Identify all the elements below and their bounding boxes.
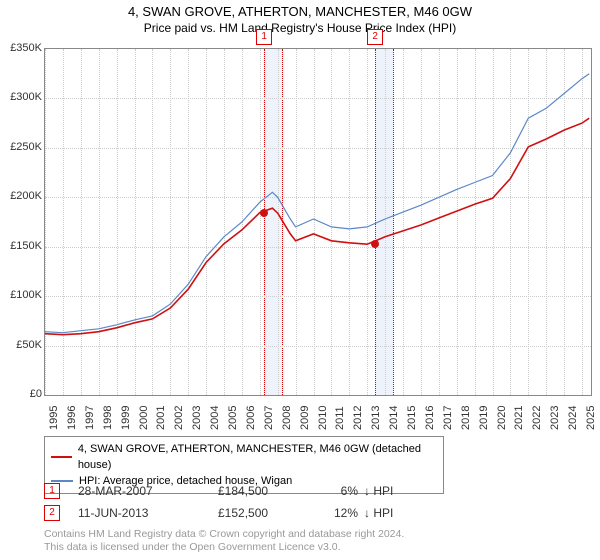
- x-tick-label: 1996: [66, 406, 78, 430]
- sale-row-marker: 1: [44, 483, 60, 499]
- x-tick-label: 2015: [406, 406, 418, 430]
- x-tick-label: 2014: [388, 406, 400, 430]
- x-tick-label: 1995: [48, 406, 60, 430]
- x-tick-label: 1997: [84, 406, 96, 430]
- x-tick-label: 2020: [496, 406, 508, 430]
- sale-direction: ↓ HPI: [358, 506, 408, 520]
- sale-price: £184,500: [218, 484, 318, 498]
- x-tick-label: 2016: [424, 406, 436, 430]
- y-tick-label: £200K: [10, 190, 42, 202]
- footer-line1: Contains HM Land Registry data © Crown c…: [44, 528, 404, 541]
- chart-lines: [45, 49, 591, 395]
- legend-label: 4, SWAN GROVE, ATHERTON, MANCHESTER, M46…: [78, 441, 437, 473]
- title-line2: Price paid vs. HM Land Registry's House …: [0, 19, 600, 35]
- y-tick-label: £150K: [10, 240, 42, 252]
- y-tick-label: £250K: [10, 141, 42, 153]
- sale-date: 28-MAR-2007: [78, 484, 218, 498]
- sale-pct: 12%: [318, 506, 358, 520]
- x-tick-label: 2010: [317, 406, 329, 430]
- chart-area: 12: [44, 48, 592, 396]
- y-tick-label: £100K: [10, 289, 42, 301]
- y-tick-label: £0: [30, 388, 42, 400]
- x-tick-label: 2024: [567, 406, 579, 430]
- x-tick-label: 1998: [102, 406, 114, 430]
- y-tick-label: £350K: [10, 42, 42, 54]
- title-line1: 4, SWAN GROVE, ATHERTON, MANCHESTER, M46…: [0, 0, 600, 19]
- x-tick-label: 2008: [281, 406, 293, 430]
- x-tick-label: 2004: [209, 406, 221, 430]
- sale-row-marker: 2: [44, 505, 60, 521]
- sale-date: 11-JUN-2013: [78, 506, 218, 520]
- series-property: [45, 118, 589, 335]
- y-tick-label: £300K: [10, 91, 42, 103]
- x-tick-label: 2011: [334, 406, 346, 430]
- sale-dot: [371, 240, 379, 248]
- x-tick-label: 2019: [478, 406, 490, 430]
- x-tick-label: 2006: [245, 406, 257, 430]
- series-hpi: [45, 74, 589, 333]
- sale-pct: 6%: [318, 484, 358, 498]
- x-tick-label: 2018: [460, 406, 472, 430]
- x-tick-label: 2000: [138, 406, 150, 430]
- sales-table: 1 28-MAR-2007£184,5006%↓ HPI 2 11-JUN-2013£…: [44, 480, 408, 524]
- sale-marker-2: 2: [367, 29, 383, 45]
- sale-row: 1 28-MAR-2007£184,5006%↓ HPI: [44, 480, 408, 502]
- x-tick-label: 2003: [191, 406, 203, 430]
- x-tick-label: 2013: [370, 406, 382, 430]
- x-tick-label: 2021: [513, 406, 525, 430]
- x-tick-label: 1999: [120, 406, 132, 430]
- sale-dot: [260, 209, 268, 217]
- sale-row: 2 11-JUN-2013£152,50012%↓ HPI: [44, 502, 408, 524]
- x-tick-label: 2002: [173, 406, 185, 430]
- sale-marker-1: 1: [256, 29, 272, 45]
- sale-direction: ↓ HPI: [358, 484, 408, 498]
- x-tick-label: 2017: [442, 406, 454, 430]
- sale-price: £152,500: [218, 506, 318, 520]
- x-tick-label: 2005: [227, 406, 239, 430]
- footer-line2: This data is licensed under the Open Gov…: [44, 541, 404, 554]
- legend-swatch: [51, 456, 72, 458]
- x-tick-label: 2012: [352, 406, 364, 430]
- y-tick-label: £50K: [16, 339, 42, 351]
- x-tick-label: 2007: [263, 406, 275, 430]
- x-tick-label: 2001: [155, 406, 167, 430]
- x-tick-label: 2025: [585, 406, 597, 430]
- x-tick-label: 2009: [299, 406, 311, 430]
- footer: Contains HM Land Registry data © Crown c…: [44, 528, 404, 554]
- x-tick-label: 2023: [549, 406, 561, 430]
- x-tick-label: 2022: [531, 406, 543, 430]
